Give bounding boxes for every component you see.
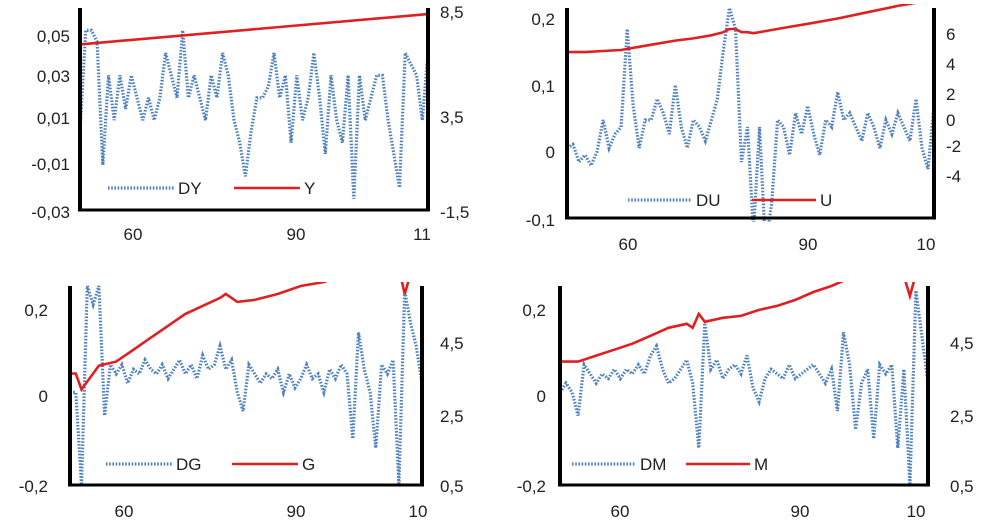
y-right-tick-label: 2 [946,85,955,104]
legend-label-g: G [302,455,315,474]
y-right-tick-label: 0 [946,111,955,130]
legend: DM M [572,455,768,474]
series-line-g [70,282,410,393]
y-left-tick-label: 0 [39,387,48,406]
y-right-tick-label: 4,5 [440,334,464,353]
y-left-tick-label: -0,1 [526,211,555,230]
series-line-du [567,7,934,222]
chart-panel-2: 0,2 0,1 0 -0,1 6 4 2 0 -2 -4 60 90 10 DU U [526,4,961,254]
series-line-m [560,282,916,363]
x-tick-label: 10 [907,502,926,521]
legend-label-du: DU [696,191,721,210]
series-line-dg [70,285,422,486]
y-left-tick-label: 0,2 [24,301,48,320]
y-left-tick-label: 0,03 [37,67,70,86]
series-line-dy [80,28,428,199]
y-left-tick-label: 0 [546,143,555,162]
y-right-tick-label: -2 [946,137,961,156]
legend: DY Y [108,179,315,198]
x-tick-label: 90 [287,502,306,521]
x-tick-label: 60 [124,225,143,244]
chart-panel-4: 0,2 0 -0,2 4,5 2,5 0,5 60 90 10 DM M [517,282,974,521]
y-right-tick-label: -4 [946,167,961,186]
y-left-tick-label: -0,01 [31,155,70,174]
y-left-tick-label: 0,2 [531,10,555,29]
legend: DG G [106,455,315,474]
y-right-tick-label: 2,5 [950,407,974,426]
y-left-tick-label: 0,1 [531,77,555,96]
y-right-tick-label: -1,5 [440,203,469,222]
x-tick-label: 90 [791,502,810,521]
x-tick-label: 90 [799,235,818,254]
y-right-tick-label: 0,5 [440,477,464,496]
x-tick-label: 10 [409,502,428,521]
y-left-tick-label: 0,05 [37,27,70,46]
legend: DU U [628,191,832,210]
y-right-tick-label: 6 [946,25,955,44]
y-left-tick-label: 0 [537,387,546,406]
y-right-tick-label: 0,5 [950,477,974,496]
legend-label-dg: DG [176,455,202,474]
y-right-tick-label: 4,5 [950,334,974,353]
legend-label-dm: DM [640,455,666,474]
y-left-tick-label: -0,03 [31,203,70,222]
y-right-tick-label: 3,5 [440,108,464,127]
y-right-tick-label: 2,5 [440,407,464,426]
legend-label-y: Y [304,179,315,198]
legend-label-m: M [754,455,768,474]
series-line-y [80,12,428,46]
y-left-tick-label: 0,01 [37,109,70,128]
legend-label-u: U [820,191,832,210]
legend-label-dy: DY [178,179,202,198]
chart-panel-3: 0,2 0 -0,2 4,5 2,5 0,5 60 90 10 DG G [19,282,464,521]
chart-panel-1: 0,05 0,03 0,01 -0,01 -0,03 8,5 3,5 -1,5 60 90 11 DY… [31,3,469,244]
x-tick-label: 11 [413,225,431,244]
y-right-tick-label: 8,5 [440,3,464,22]
x-tick-label: 90 [287,225,306,244]
series-line-u [567,4,917,54]
x-tick-label: 10 [917,235,936,254]
x-tick-label: 60 [619,235,638,254]
y-right-tick-label: 4 [946,55,955,74]
x-tick-label: 60 [611,502,630,521]
y-left-tick-label: 0,2 [522,301,546,320]
y-left-tick-label: -0,2 [517,477,546,496]
y-left-tick-label: -0,2 [19,477,48,496]
series-line-dm [560,290,928,486]
x-tick-label: 60 [115,502,134,521]
